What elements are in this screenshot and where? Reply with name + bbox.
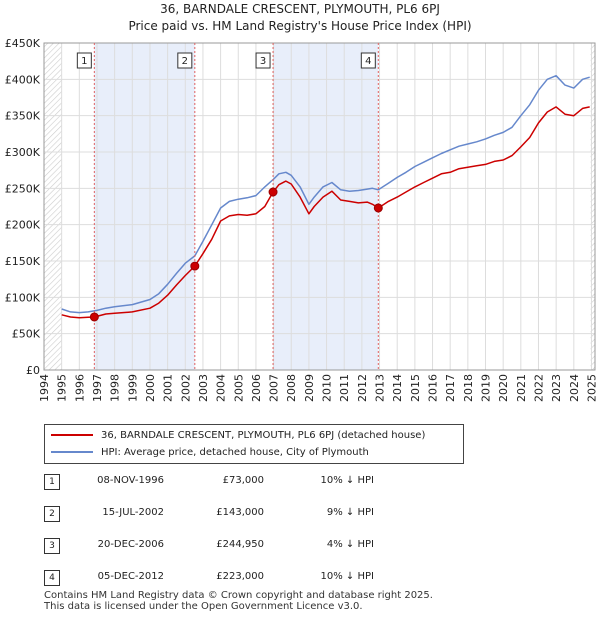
- y-tick-label: £250K: [5, 182, 41, 195]
- sale-marker-label: 3: [260, 56, 266, 67]
- sale-price: £73,000: [222, 475, 264, 486]
- x-tick-label: 2005: [232, 374, 245, 402]
- sale-hpi-diff: 9% ↓ HPI: [326, 507, 374, 518]
- shaded-ownership-period: [273, 43, 379, 370]
- x-tick-label: 1998: [109, 374, 122, 402]
- x-tick-label: 2019: [480, 374, 493, 402]
- legend-item-hpi: HPI: Average price, detached house, City…: [51, 446, 369, 460]
- y-tick-label: £100K: [5, 291, 41, 304]
- sale-row: 3 20-DEC-2006 £244,950 4% ↓ HPI: [44, 538, 464, 554]
- x-tick-label: 2013: [374, 374, 387, 402]
- x-tick-label: 2007: [268, 374, 281, 402]
- legend-label-property: 36, BARNDALE CRESCENT, PLYMOUTH, PL6 6PJ…: [101, 430, 426, 441]
- x-tick-label: 2006: [250, 374, 263, 402]
- y-tick-label: £400K: [5, 73, 41, 86]
- x-tick-label: 2000: [144, 374, 157, 402]
- sale-marker-label: 4: [365, 56, 371, 67]
- y-tick-label: £50K: [12, 328, 41, 341]
- sale-hpi-diff: 10% ↓ HPI: [320, 475, 374, 486]
- x-tick-label: 2016: [427, 374, 440, 402]
- sale-hpi-diff: 10% ↓ HPI: [320, 571, 374, 582]
- x-tick-label: 2001: [162, 374, 175, 402]
- sale-point: [373, 203, 383, 213]
- sale-row: 2 15-JUL-2002 £143,000 9% ↓ HPI: [44, 506, 464, 522]
- legend-swatch-hpi: [51, 451, 93, 453]
- x-tick-label: 2011: [338, 374, 351, 402]
- sale-number-badge: 2: [44, 506, 60, 522]
- x-tick-label: 1997: [91, 374, 104, 402]
- sale-marker-label: 2: [182, 56, 188, 67]
- sale-marker-box: [76, 52, 92, 69]
- x-tick-label: 2003: [197, 374, 210, 402]
- price-chart: £0 £50K £100K £150K £200K £250K £300K £350K £400…: [5, 37, 599, 402]
- series-line-hpi: [61, 74, 590, 314]
- chart-title-line1: 36, BARNDALE CRESCENT, PLYMOUTH, PL6 6PJ: [160, 2, 440, 16]
- footer-line-2: This data is licensed under the Open Gov…: [44, 601, 363, 612]
- x-tick-label: 2022: [532, 374, 545, 402]
- x-tick-label: 2010: [321, 374, 334, 402]
- chart-legend: 36, BARNDALE CRESCENT, PLYMOUTH, PL6 6PJ…: [44, 424, 464, 464]
- sale-number-badge: 1: [44, 474, 60, 490]
- x-tick-label: 2002: [179, 374, 192, 402]
- chart-title-line2: Price paid vs. HM Land Registry's House …: [128, 19, 472, 33]
- x-tick-label: 2004: [215, 374, 228, 402]
- x-tick-label: 2021: [515, 374, 528, 402]
- legend-item-property: 36, BARNDALE CRESCENT, PLYMOUTH, PL6 6PJ…: [51, 429, 425, 443]
- sale-row: 1 08-NOV-1996 £73,000 10% ↓ HPI: [44, 474, 464, 490]
- legend-label-hpi: HPI: Average price, detached house, City…: [101, 447, 369, 458]
- hatched-region-after: [590, 43, 595, 370]
- sale-number-badge: 4: [44, 570, 60, 586]
- x-tick-label: 1995: [56, 374, 69, 402]
- x-tick-label: 2020: [497, 374, 510, 402]
- x-tick-label: 2023: [550, 374, 563, 402]
- y-tick-label: £300K: [5, 146, 41, 159]
- sale-date: 20-DEC-2006: [97, 539, 164, 550]
- y-tick-label: £350K: [5, 110, 41, 123]
- x-tick-label: 1996: [73, 374, 86, 402]
- sale-date: 05-DEC-2012: [97, 571, 164, 582]
- x-tick-label: 2017: [444, 374, 457, 402]
- sale-marker-box: [360, 52, 376, 69]
- sale-hpi-diff: 4% ↓ HPI: [326, 539, 374, 550]
- sale-price: £223,000: [216, 571, 264, 582]
- sale-marker-label: 1: [81, 56, 87, 67]
- y-tick-label: £0: [26, 364, 40, 377]
- sale-row: 4 05-DEC-2012 £223,000 10% ↓ HPI: [44, 570, 464, 586]
- x-tick-label: 2015: [409, 374, 422, 402]
- y-tick-label: £450K: [5, 37, 41, 50]
- x-tick-label: 2018: [462, 374, 475, 402]
- footer-line-1: Contains HM Land Registry data © Crown c…: [44, 590, 433, 601]
- shaded-ownership-period: [94, 43, 195, 370]
- sale-point: [268, 187, 278, 197]
- x-tick-label: 2009: [303, 374, 316, 402]
- sale-point: [190, 261, 200, 271]
- x-tick-label: 2008: [285, 374, 298, 402]
- plot-border: [43, 42, 596, 371]
- footer-attribution: Contains HM Land Registry data © Crown c…: [44, 590, 433, 612]
- sale-number-badge: 3: [44, 538, 60, 554]
- sale-date: 15-JUL-2002: [102, 507, 164, 518]
- x-tick-label: 2014: [391, 374, 404, 402]
- series-line-property: [61, 106, 590, 319]
- sale-point: [89, 312, 99, 322]
- hatched-region-before: [44, 43, 62, 370]
- x-tick-label: 1994: [38, 374, 51, 402]
- x-tick-label: 2024: [568, 374, 581, 402]
- y-tick-label: £150K: [5, 255, 41, 268]
- legend-swatch-property: [51, 434, 93, 436]
- sale-price: £244,950: [216, 539, 264, 550]
- sale-marker-box: [177, 52, 193, 69]
- x-tick-label: 2012: [356, 374, 369, 402]
- sale-price: £143,000: [216, 507, 264, 518]
- sale-date: 08-NOV-1996: [97, 475, 164, 486]
- sale-marker-box: [255, 52, 271, 69]
- y-tick-label: £200K: [5, 219, 41, 232]
- x-tick-label: 1999: [126, 374, 139, 402]
- x-tick-label: 2025: [585, 374, 598, 402]
